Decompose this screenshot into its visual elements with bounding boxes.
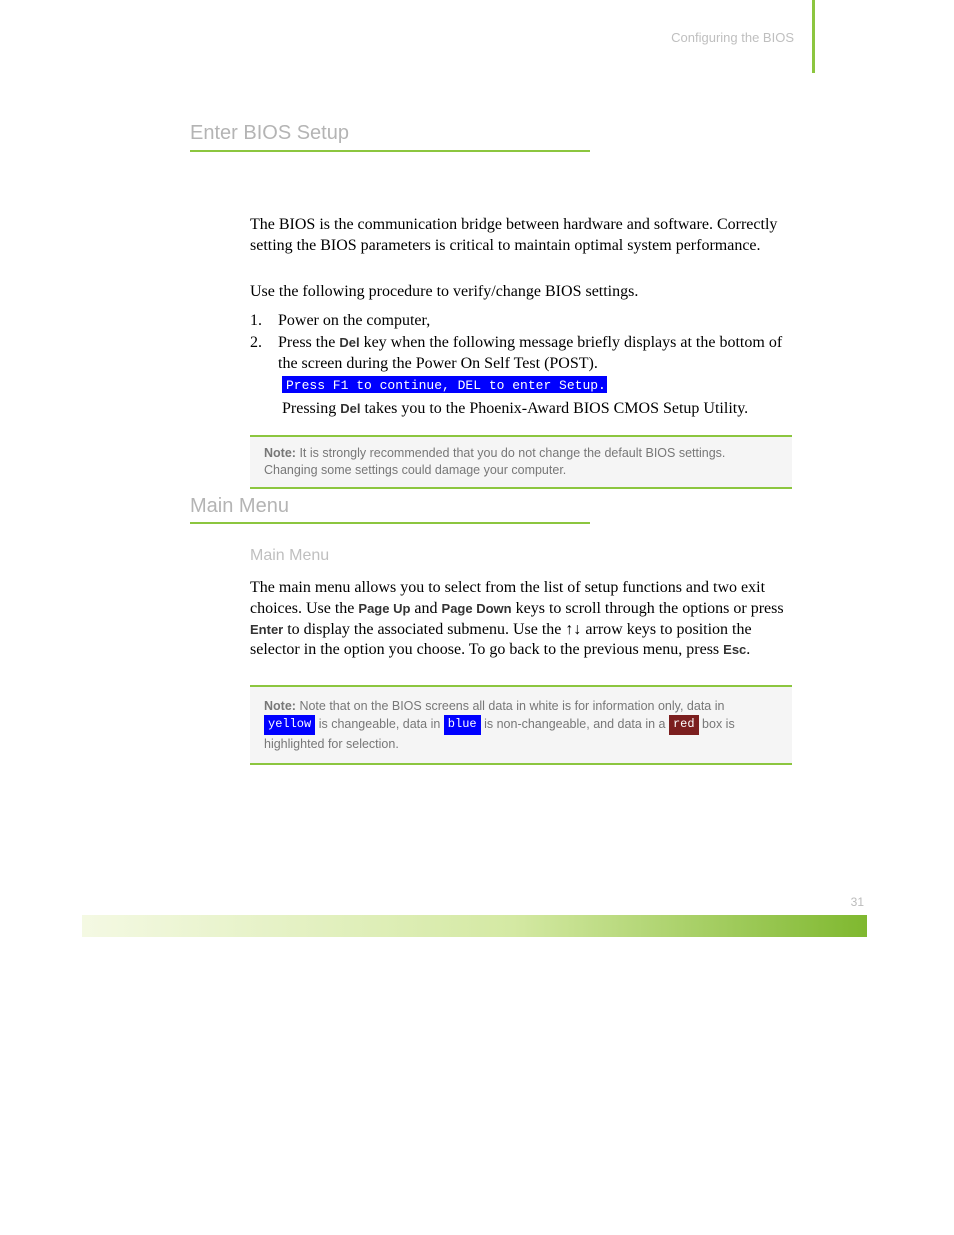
list-number: 2. <box>250 333 278 354</box>
paragraph: The main menu allows you to select from … <box>250 578 792 661</box>
list-text: Power on the computer, <box>278 311 788 332</box>
bios-message-bar: Press F1 to continue, DEL to enter Setup… <box>282 376 607 393</box>
key-del: Del <box>340 401 360 416</box>
arrow-keys-icon: ↑↓ <box>565 621 581 638</box>
chip-yellow: yellow <box>264 715 315 734</box>
list-item-2: 2.Press the Del key when the following m… <box>250 333 792 375</box>
note-text: is non-changeable, and data in a <box>481 717 669 731</box>
list-item-1: 1.Power on the computer, <box>250 311 792 332</box>
note-text: is for information only, data in <box>559 699 725 713</box>
text: and <box>410 600 441 617</box>
section-title-enter-bios: Enter BIOS Setup <box>190 122 349 145</box>
key-pageup: Page Up <box>358 601 410 616</box>
chip-blue: blue <box>444 715 481 734</box>
list-text: Press the Del key when the following mes… <box>278 333 788 375</box>
paragraph: Use the following procedure to verify/ch… <box>250 282 792 303</box>
text: Pressing <box>282 400 340 417</box>
header-divider <box>812 0 815 73</box>
key-esc: Esc <box>723 642 746 657</box>
text: takes you to the Phoenix-Award BIOS CMOS… <box>360 400 748 417</box>
note-text: is changeable, data in <box>315 717 444 731</box>
bios-message-text: Press F1 to continue, DEL to enter Setup… <box>282 378 606 393</box>
chip-red: red <box>669 715 699 734</box>
text: to display the associated submenu. Use t… <box>283 621 565 638</box>
paragraph: Pressing Del takes you to the Phoenix-Aw… <box>282 399 792 420</box>
subsection-title: Main Menu <box>250 547 329 565</box>
section-rule <box>190 150 590 152</box>
text: keys to scroll through the options or pr… <box>512 600 784 617</box>
note-box: Note: It is strongly recommended that yo… <box>250 435 792 489</box>
text: . <box>746 641 750 658</box>
note-text: It is strongly recommended that you do n… <box>264 446 725 477</box>
page: Configuring the BIOS Enter BIOS Setup Th… <box>0 0 954 1235</box>
note-box: Note: Note that on the BIOS screens all … <box>250 685 792 765</box>
section-rule <box>190 522 590 524</box>
paragraph: The BIOS is the communication bridge bet… <box>250 215 792 257</box>
text: Press the <box>278 334 339 351</box>
key-pagedown: Page Down <box>442 601 512 616</box>
page-number: 31 <box>851 895 864 909</box>
note-label: Note: <box>264 446 296 460</box>
key-enter: Enter <box>250 622 283 637</box>
list-number: 1. <box>250 311 278 332</box>
header-breadcrumb: Configuring the BIOS <box>671 30 794 45</box>
footer-gradient-bar <box>82 915 867 937</box>
note-label: Note: <box>264 699 296 713</box>
chip-white: white <box>529 699 558 713</box>
note-text: Note that on the BIOS screens all data i… <box>299 699 529 713</box>
section-title-main-menu: Main Menu <box>190 495 289 518</box>
key-del: Del <box>339 335 359 350</box>
